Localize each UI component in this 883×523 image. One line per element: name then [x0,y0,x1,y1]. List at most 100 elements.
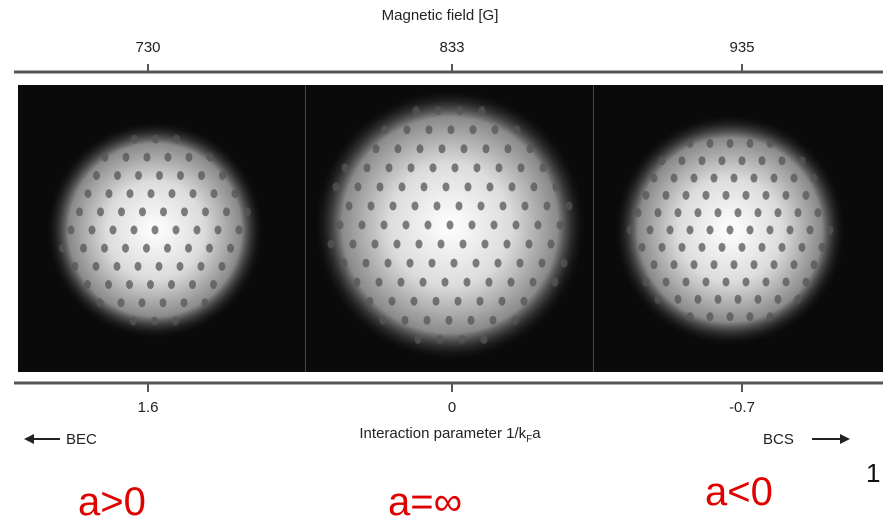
vortex [131,135,138,144]
vortex [492,125,499,134]
vortex [557,221,564,230]
vortex [505,144,512,153]
vortex [421,182,428,191]
vortex [695,295,702,304]
vortex [735,208,742,217]
vortex [219,171,226,180]
vortex [487,182,494,191]
vortex [433,297,440,306]
vortex [131,226,138,235]
vortex [114,262,121,271]
vortex [93,171,100,180]
vortex [767,139,774,148]
vortex [552,278,559,287]
bec-label: BEC [66,431,97,448]
vortex [639,243,646,252]
vortex [151,316,158,325]
vortex [382,125,389,134]
vortex [655,208,662,217]
vortex [477,297,484,306]
vortex [651,260,658,269]
vortex [328,240,335,249]
vortex [156,171,163,180]
vortex [679,156,686,165]
vortex [110,226,117,235]
vortex [122,244,129,253]
vortex [152,226,159,235]
vortex [508,278,515,287]
vortex [553,182,560,191]
vortex [173,226,180,235]
vortex [727,312,734,321]
vortex [211,189,218,198]
vortex [795,295,802,304]
vortex [215,226,222,235]
vortex [659,156,666,165]
vortex [363,259,370,268]
vortex [783,277,790,286]
bottom-axis-label: Interaction parameter 1/kFa [359,425,541,445]
vortex [160,298,167,307]
vortex [478,201,485,210]
vortex [408,163,415,172]
vortex [144,153,151,162]
vortex [518,163,525,172]
vortex [743,191,750,200]
vortex [513,221,520,230]
vortex [373,144,380,153]
vortex [683,277,690,286]
vortex [359,221,366,230]
vortex [210,280,217,289]
top-tick-label: 730 [135,39,160,56]
vortex [165,153,172,162]
vortex [342,163,349,172]
vortex [735,295,742,304]
vortex [429,259,436,268]
vortex [377,182,384,191]
bottom-tick-label: 0 [448,399,456,416]
vortex [413,106,420,115]
arrowhead [840,434,850,444]
vortex [699,156,706,165]
label-text: Interaction parameter 1/k [359,425,526,442]
vortex [799,156,806,165]
vortex [627,226,634,235]
vortex [481,335,488,344]
vortex [232,189,239,198]
arrowhead [24,434,34,444]
vortex [346,201,353,210]
vortex [827,226,834,235]
vortex [514,125,521,134]
vortex [147,280,154,289]
vortex [500,201,507,210]
vortex [411,297,418,306]
vortex [483,144,490,153]
vortex [671,260,678,269]
vortex [811,174,818,183]
vortex [715,208,722,217]
vortex [711,174,718,183]
vortex [509,182,516,191]
vortex [747,226,754,235]
vortex [499,297,506,306]
vortex [719,243,726,252]
vortex [723,191,730,200]
vortex [164,244,171,253]
annotation: a>0 [78,480,146,523]
vortex [219,262,226,271]
vortex [424,316,431,325]
vortex [186,153,193,162]
vortex [711,260,718,269]
vortex [461,144,468,153]
vortex [731,260,738,269]
vortex [707,312,714,321]
vortex [337,221,344,230]
vortex [791,260,798,269]
vortex [479,106,486,115]
vortex [486,278,493,287]
vortex [417,144,424,153]
vortex [85,189,92,198]
figure: Magnetic field [G] 730 833 935 1.6 0 -0.… [0,0,883,523]
vortex [739,243,746,252]
vortex [456,201,463,210]
